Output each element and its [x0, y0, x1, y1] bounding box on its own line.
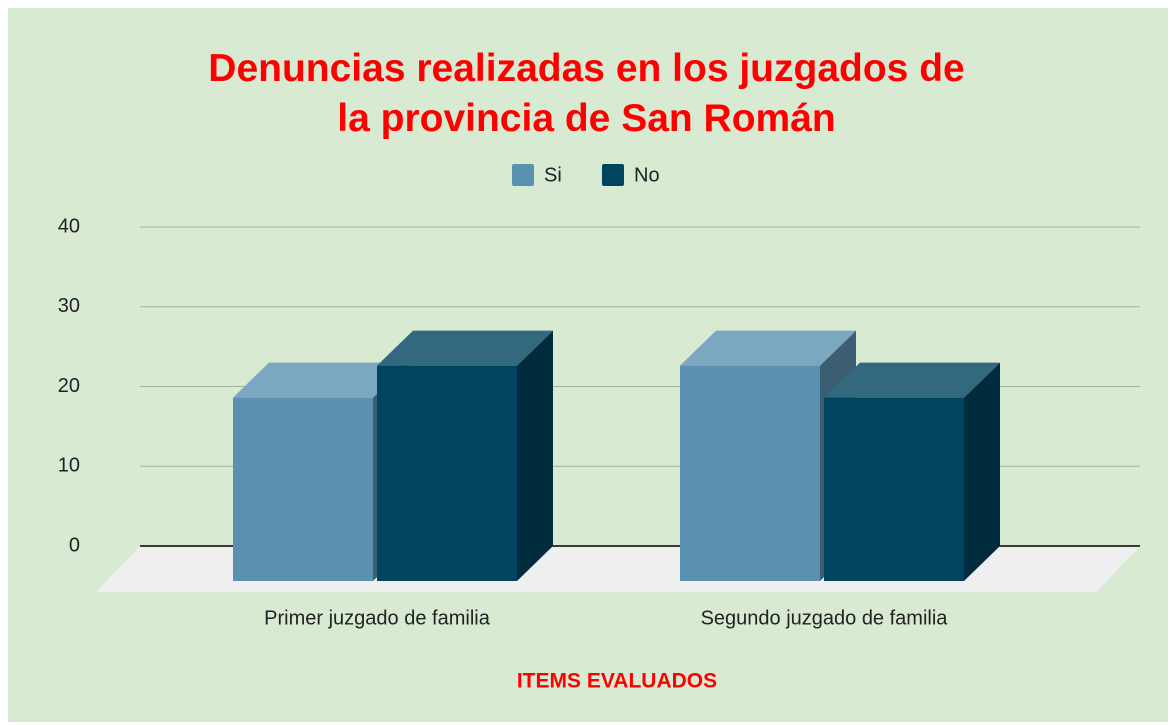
y-tick-label: 10 [58, 455, 80, 477]
bar-face [377, 365, 517, 581]
bar-face [680, 365, 820, 581]
y-tick-label: 0 [69, 534, 80, 556]
x-axis-title: ITEMS EVALUADOS [517, 670, 717, 693]
y-tick-label: 40 [58, 215, 80, 237]
legend-swatch [602, 164, 624, 186]
bar [824, 362, 1000, 581]
bar-face [824, 362, 1000, 398]
legend-swatch [512, 164, 534, 186]
bar-face [964, 362, 1000, 581]
y-tick-label: 20 [58, 375, 80, 397]
bar-face [680, 330, 856, 366]
bar [377, 330, 553, 581]
bar-face [824, 397, 964, 581]
bar-face [233, 362, 409, 398]
x-tick-label: Primer juzgado de familia [264, 607, 491, 629]
legend-label: No [634, 164, 660, 186]
chart-title: Denuncias realizadas en los juzgados de … [208, 47, 965, 140]
bar-face [377, 330, 553, 366]
legend-label: Si [544, 164, 562, 186]
y-tick-label: 30 [58, 295, 80, 317]
bar-face [233, 397, 373, 581]
bar-face [517, 330, 553, 581]
x-tick-label: Segundo juzgado de familia [701, 607, 949, 629]
